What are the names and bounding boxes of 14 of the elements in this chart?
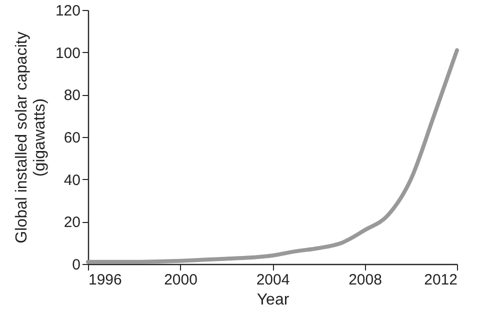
x-tick-label: 2012 [424, 272, 458, 288]
x-tick-label: 2000 [164, 272, 198, 288]
y-tick-label: 100 [55, 44, 80, 62]
y-tick-label: 80 [64, 87, 80, 104]
y-tick-label: 40 [64, 172, 80, 189]
x-tick-label: 2008 [348, 272, 382, 288]
x-tick-label: 2004 [256, 272, 290, 288]
x-tick-label: 1996 [88, 272, 122, 288]
y-axis-title: Global installed solar capacity (gigawatts) [13, 32, 48, 244]
y-tick-label: 60 [64, 130, 80, 146]
y-tick-label: 0 [72, 256, 80, 274]
y-tick-label: 120 [55, 2, 80, 20]
y-tick-label: 20 [64, 214, 80, 232]
x-axis-title: Year [256, 292, 290, 308]
